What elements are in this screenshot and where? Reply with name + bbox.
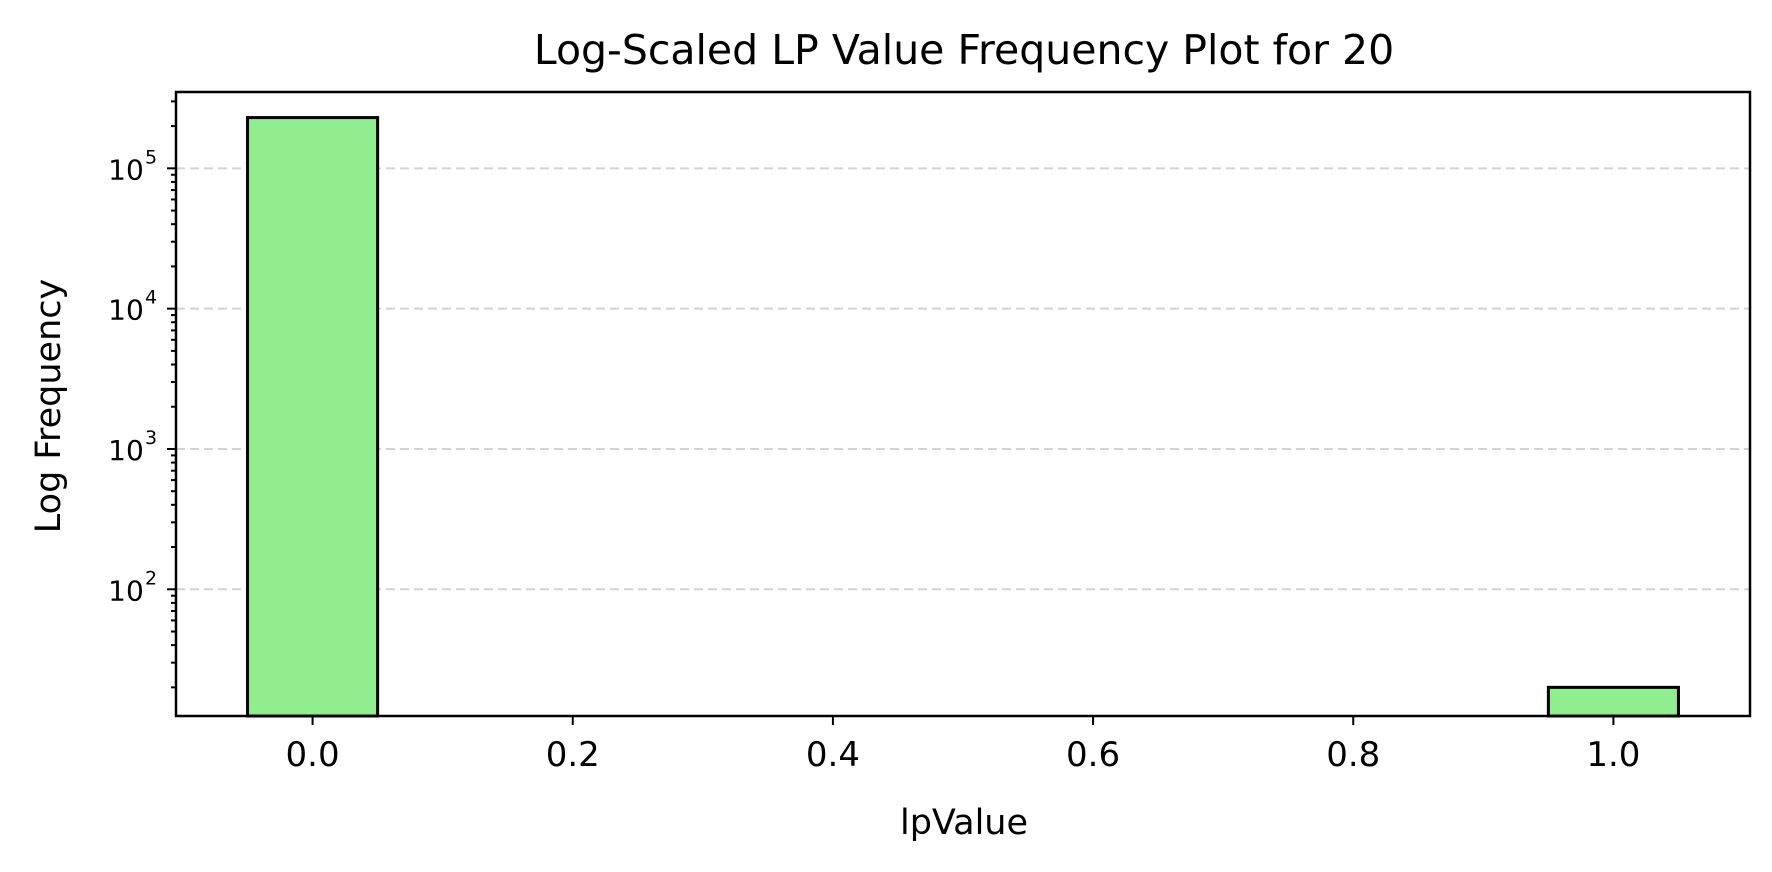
y-tick-label: 10 [108, 294, 144, 327]
plot-frame [174, 90, 1752, 718]
x-axis-label: lpValue [900, 803, 1028, 843]
chart-title: Log-Scaled LP Value Frequency Plot for 2… [534, 26, 1394, 74]
y-tick-label: 10 [108, 574, 144, 607]
bars [246, 116, 1680, 718]
y-tick-label: 10 [108, 153, 144, 186]
y-tick-exponent: 5 [145, 146, 157, 168]
y-tick-exponent: 3 [145, 427, 157, 449]
x-tick-label: 0.6 [1066, 735, 1120, 775]
grid-lines [176, 167, 1750, 591]
y-tick-exponent: 2 [145, 567, 157, 589]
x-tick-label: 0.2 [546, 735, 600, 775]
bar [246, 116, 380, 718]
y-axis-label: Log Frequency [29, 279, 69, 533]
x-tick-label: 0.8 [1326, 735, 1380, 775]
x-tick-label: 0.0 [286, 735, 340, 775]
x-tick-label: 0.4 [806, 735, 860, 775]
y-tick-exponent: 4 [145, 287, 157, 309]
y-tick-label: 10 [108, 434, 144, 467]
x-tick-label: 1.0 [1586, 735, 1640, 775]
bar [1546, 685, 1680, 718]
